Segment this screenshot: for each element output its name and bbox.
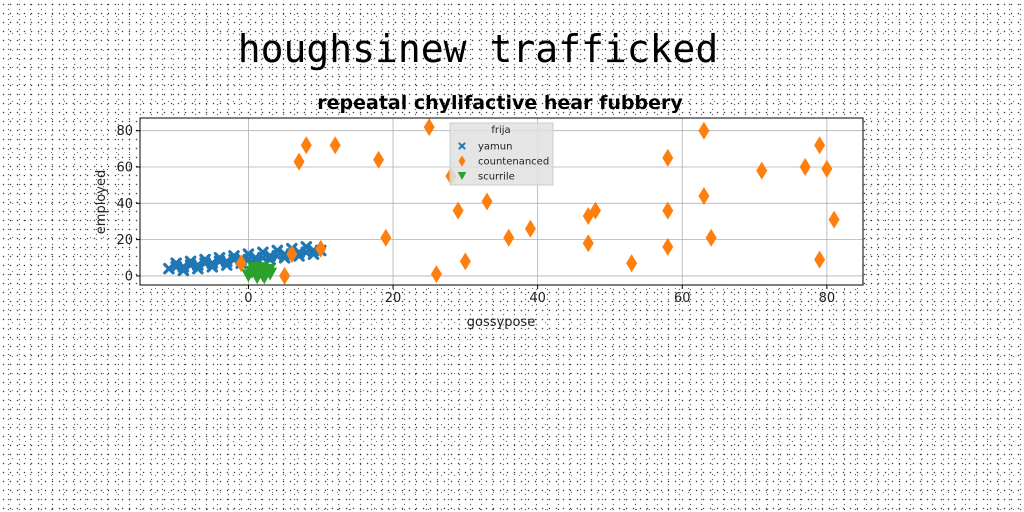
y-tick-label: 80 [116, 124, 133, 139]
x-axis-label: gossypose [467, 315, 535, 330]
y-tick-label: 0 [125, 269, 133, 284]
x-tick-label: 40 [529, 291, 546, 306]
y-tick-label: 60 [116, 161, 133, 176]
legend-label-countenanced: countenanced [478, 157, 549, 168]
legend-label-scurrile: scurrile [478, 172, 515, 183]
x-tick-label: 20 [385, 291, 402, 306]
figure-suptitle: houghsinew trafficked [238, 27, 718, 71]
legend-title: frija [491, 125, 510, 136]
legend-label-yamun: yamun [478, 142, 512, 153]
y-tick-label: 20 [116, 233, 133, 248]
legend: frija yamun countenanced scurrile [450, 123, 553, 185]
axes-title: repeatal chylifactive hear fubbery [317, 92, 683, 114]
x-tick-label: 80 [819, 291, 836, 306]
y-tick-label: 40 [116, 197, 133, 212]
x-tick-label: 60 [674, 291, 691, 306]
x-tick-label: 0 [244, 291, 252, 306]
y-axis-label: employed [94, 170, 109, 234]
